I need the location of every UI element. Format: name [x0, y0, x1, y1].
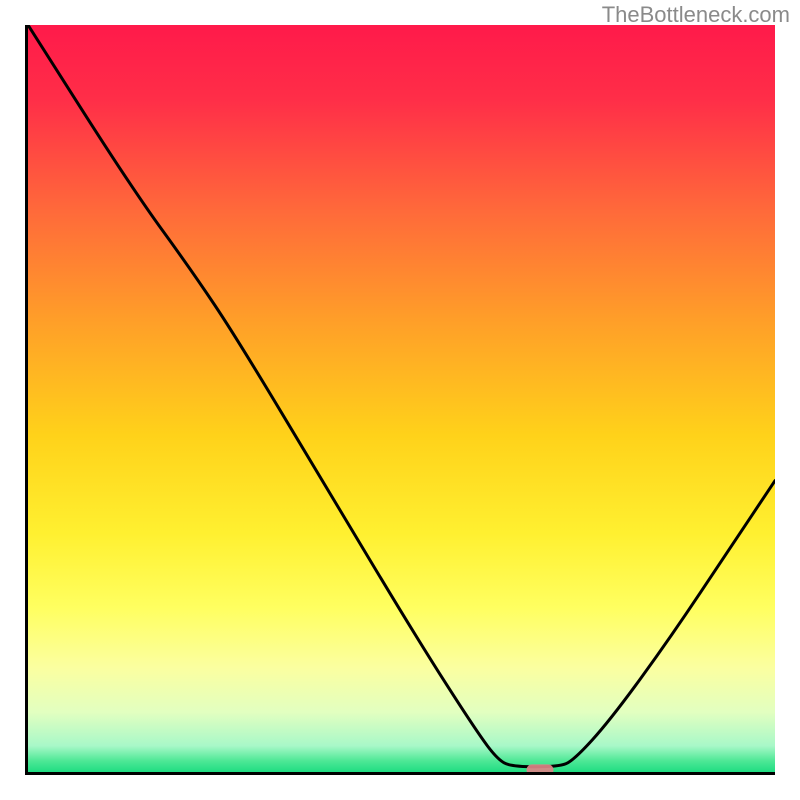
optimal-point-marker [526, 764, 553, 775]
bottleneck-curve [28, 25, 775, 772]
bottleneck-chart: TheBottleneck.com [0, 0, 800, 800]
plot-area [25, 25, 775, 775]
